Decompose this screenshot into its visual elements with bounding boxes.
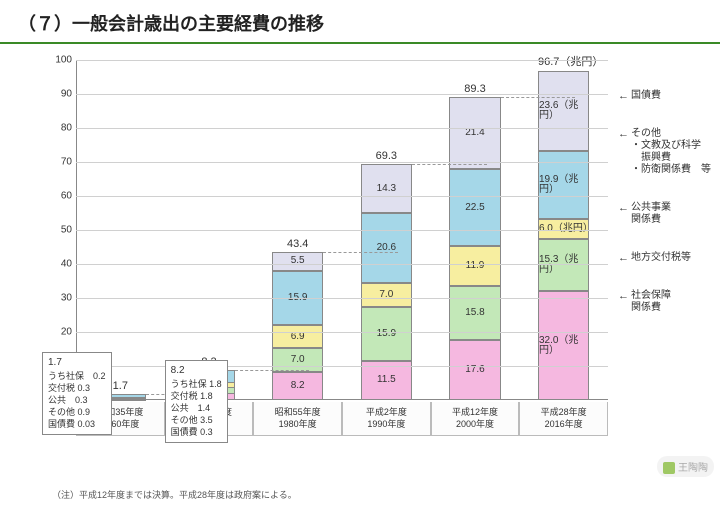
bar: 5.515.96.97.08.243.4	[272, 252, 323, 400]
bar-segment-public: 6.9	[272, 325, 323, 348]
watermark: 王陶陶	[657, 456, 714, 477]
bar-segment-local: 15.9	[361, 307, 412, 361]
gridline	[76, 94, 608, 95]
bar-segment-social: 8.2	[272, 372, 323, 400]
gridline	[76, 366, 608, 367]
y-tick-label: 30	[61, 293, 76, 304]
arrow-icon: ←	[618, 90, 629, 102]
gridline	[76, 60, 608, 61]
page-title: （７）一般会計歳出の主要経費の推移	[18, 10, 720, 36]
gridline	[76, 230, 608, 231]
bar-segment-local: 15.3（兆円）	[538, 239, 589, 291]
chart: 1.78.25.515.96.97.08.243.414.320.67.015.…	[52, 60, 608, 440]
legend-label: その他・文教及び科学 振興費・防衛関係費 等	[631, 128, 711, 176]
bar-total: 96.7（兆円）	[538, 53, 589, 71]
arrow-icon: ←	[618, 290, 629, 302]
gridline	[76, 128, 608, 129]
plot-area: 1.78.25.515.96.97.08.243.414.320.67.015.…	[76, 60, 608, 400]
bar: 14.320.67.015.911.569.3	[361, 164, 412, 400]
legend-label: 地方交付税等	[631, 252, 691, 264]
title-rule	[0, 42, 720, 44]
legend-label: 社会保障関係費	[631, 290, 671, 314]
x-category: 平成28年度2016年度	[519, 402, 608, 436]
bar-segment-debt: 23.6（兆円）	[538, 71, 589, 151]
legend: ←国債費←その他・文教及び科学 振興費・防衛関係費 等←公共事業関係費←地方交付…	[618, 90, 718, 340]
gridline	[76, 332, 608, 333]
y-tick-label: 100	[55, 55, 76, 66]
arrow-icon: ←	[618, 252, 629, 264]
bar-segment-debt: 14.3	[361, 164, 412, 213]
legend-label: 公共事業関係費	[631, 202, 671, 226]
bar-segment-social: 17.6	[449, 340, 500, 400]
y-tick-label: 80	[61, 123, 76, 134]
bar-segment-debt: 5.5	[272, 252, 323, 271]
bar: 21.422.511.915.817.689.3	[449, 97, 500, 400]
wechat-icon	[663, 462, 675, 474]
y-tick-label: 20	[61, 327, 76, 338]
bar-segment-edu: 20.6	[361, 213, 412, 283]
x-category: 平成12年度2000年度	[431, 402, 520, 436]
x-category: 平成2年度1990年度	[342, 402, 431, 436]
y-tick-label: 60	[61, 191, 76, 202]
bar-segment-public: 11.9	[449, 246, 500, 286]
bar-segment-local: 7.0	[272, 348, 323, 372]
bar: 23.6（兆円）19.9（兆円）6.0（兆円）15.3（兆円）32.0（兆円）9…	[538, 71, 589, 400]
callout: 8.2うち社保 1.8交付税 1.8公共 1.4その他 3.5国債費 0.3	[165, 360, 228, 442]
arrow-icon: ←	[618, 202, 629, 214]
bar-segment-social: 32.0（兆円）	[538, 291, 589, 400]
y-tick-label: 90	[61, 89, 76, 100]
y-tick-label: 50	[61, 225, 76, 236]
y-tick-label: 70	[61, 157, 76, 168]
bar-segment-debt: 21.4	[449, 97, 500, 170]
bar-total: 43.4	[272, 238, 323, 252]
gridline	[76, 196, 608, 197]
footnote: （注）平成12年度までは決算。平成28年度は政府案による。	[52, 488, 297, 501]
legend-label: 国債費	[631, 90, 661, 102]
callout: 1.7うち社保 0.2交付税 0.3公共 0.3その他 0.9国債費 0.03	[42, 352, 112, 434]
arrow-icon: ←	[618, 128, 629, 140]
gridline	[76, 298, 608, 299]
bar-segment-public: 7.0	[361, 283, 412, 307]
x-category: 昭和55年度1980年度	[253, 402, 342, 436]
gridline	[76, 162, 608, 163]
bar-segment-public: 6.0（兆円）	[538, 219, 589, 239]
gridline	[76, 264, 608, 265]
y-tick-label: 40	[61, 259, 76, 270]
bar-segment-edu: 22.5	[449, 169, 500, 246]
